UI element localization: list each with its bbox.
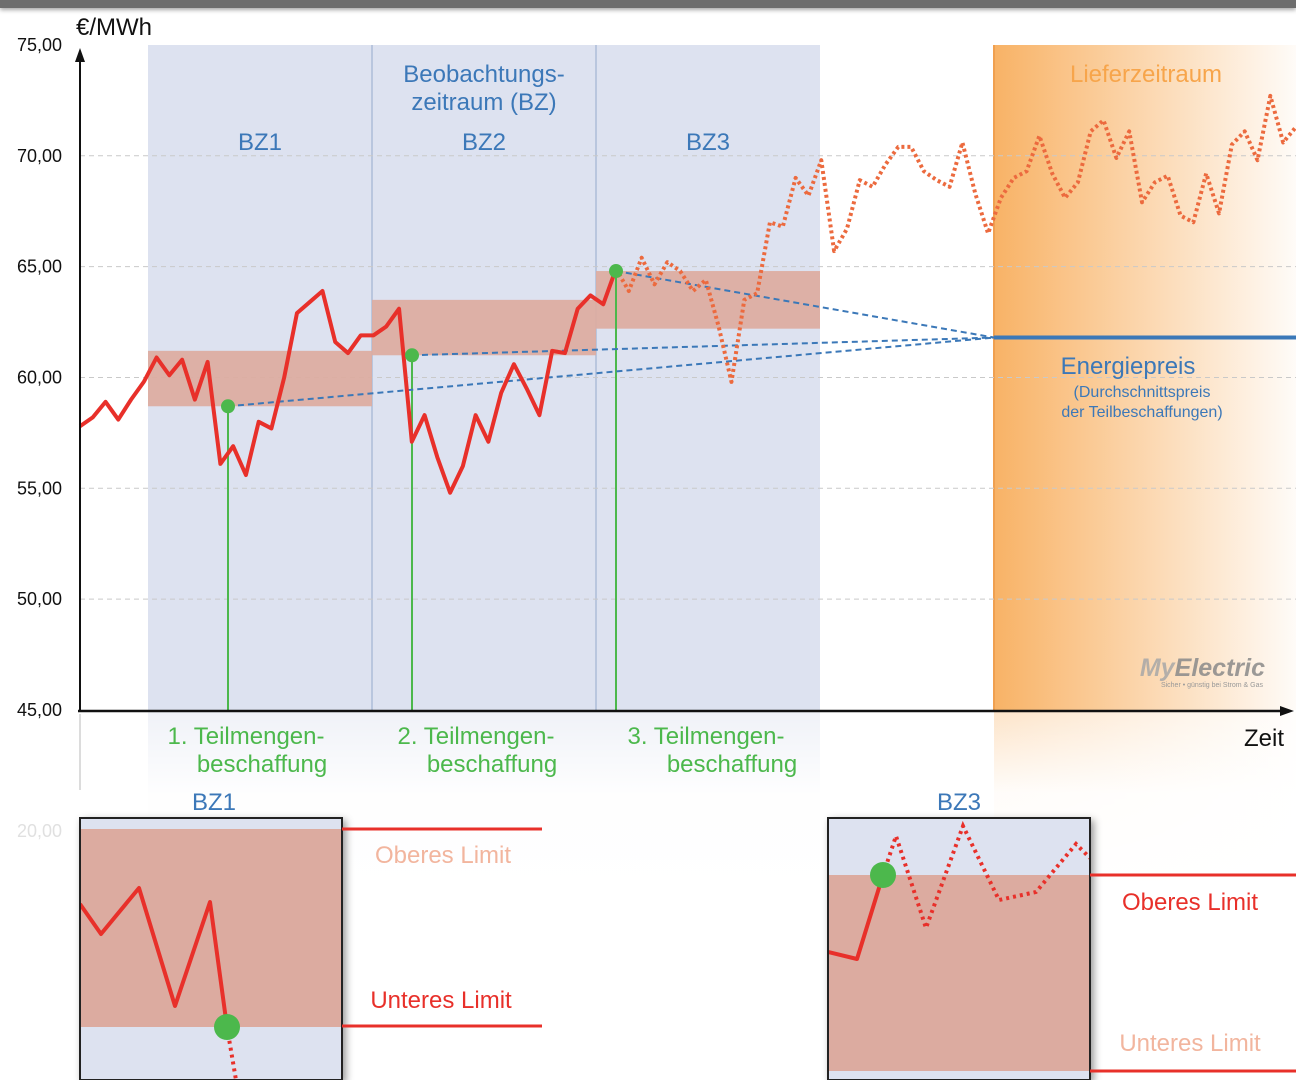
limit-band-bz3	[596, 271, 820, 329]
energy-price-label: Energiepreis	[1061, 353, 1196, 380]
limit-bands	[148, 271, 820, 407]
bz2-label: BZ2	[462, 129, 506, 156]
zoom-bz1-band	[80, 829, 342, 1027]
zoom-bz1-purchase-point	[214, 1014, 240, 1040]
observation-period-label: Beobachtungs-zeitraum (BZ)	[403, 61, 564, 116]
zoom-bz3-lower-limit-label: Unteres Limit	[1119, 1030, 1261, 1057]
purchase-label-1: 1. Teilmengen-beschaffung	[168, 723, 328, 778]
purchase-point-2	[405, 348, 419, 363]
average-dashed-line-3	[615, 270, 995, 339]
purchase-label-2: 2. Teilmengen-beschaffung	[398, 723, 558, 778]
purchase-points	[221, 264, 623, 414]
y-axis-ticks: 75,00 70,00 65,00 60,00 55,00 50,00 45,00	[17, 35, 62, 720]
purchase-lines	[227, 271, 617, 712]
y-axis-label: €/MWh	[76, 14, 152, 41]
y-tick-label: 65,00	[17, 257, 62, 277]
y-tick-label: 50,00	[17, 589, 62, 609]
bz1-label: BZ1	[238, 129, 282, 156]
zoom-panel-bz3	[827, 817, 1091, 1080]
zoom-bz1-price-line	[80, 886, 229, 1028]
zoom-bz3-price-forecast	[881, 820, 1090, 935]
limit-band-bz2	[372, 299, 596, 356]
zoom-bz3-price-line	[828, 874, 885, 961]
x-axis-arrow	[1280, 706, 1294, 716]
price-series	[78, 93, 1296, 495]
purchase-point-3	[609, 264, 623, 279]
average-dashed-line-2	[411, 336, 995, 357]
y-tick-label: 75,00	[17, 35, 62, 55]
energy-price-note: (Durchschnittspreis der Teilbeschaffungen…	[1061, 384, 1222, 421]
zoom-bz1-upper-limit-label: Oberes Limit	[375, 842, 511, 869]
zoom-bz1-lower-limit-label: Unteres Limit	[370, 987, 512, 1014]
purchase-label-3: 3. Teilmengen-beschaffung	[628, 723, 798, 778]
y-tick-label: 45,00	[17, 700, 62, 720]
brand-tagline: Sicher • günstig bei Strom & Gas	[1161, 682, 1264, 689]
y-tick-label: 60,00	[17, 367, 62, 387]
delivery-period-label: Lieferzeitraum	[1070, 61, 1222, 88]
window-top-bar	[0, 0, 1296, 8]
zoom-panel-bz1	[79, 817, 343, 1080]
zoom-bz3-upper-limit-label: Oberes Limit	[1122, 889, 1258, 916]
brand-logo: MyElectric	[1140, 654, 1265, 682]
average-dashed-line-1	[227, 336, 995, 408]
purchase-point-1	[221, 399, 235, 414]
average-lines	[227, 270, 1296, 408]
forecast-price-line	[614, 93, 1296, 384]
zoom-bz3-label: BZ3	[937, 789, 981, 816]
y-tick-label: 70,00	[17, 146, 62, 166]
x-axis-label: Zeit	[1244, 725, 1284, 752]
y-axis-arrow	[75, 48, 85, 62]
y-tick-label: 55,00	[17, 478, 62, 498]
zoom-bz1-label: BZ1	[192, 789, 236, 816]
historic-price-line	[78, 268, 618, 495]
limit-band-bz1	[148, 350, 372, 407]
zoom-bz3-band	[828, 875, 1090, 1071]
zoom-bz3-purchase-point	[870, 862, 896, 888]
bz3-label: BZ3	[686, 129, 730, 156]
faded-tick-label: 20,00	[17, 821, 62, 841]
